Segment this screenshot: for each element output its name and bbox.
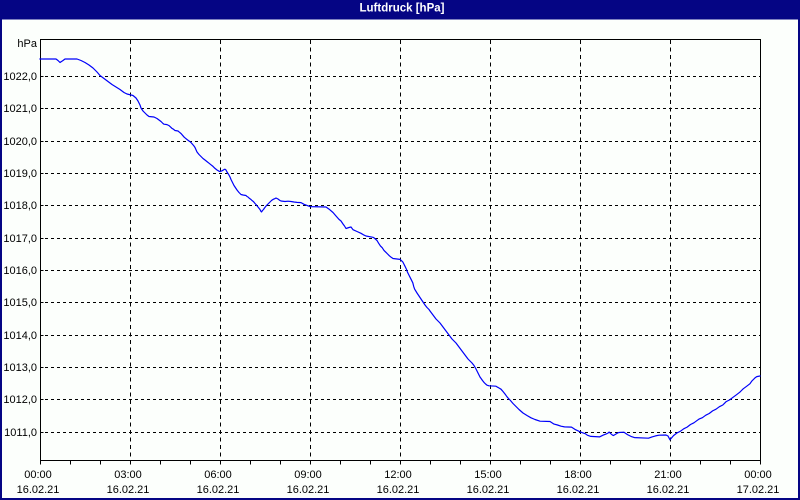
svg-text:1011,0: 1011,0 (4, 427, 37, 439)
svg-text:1018,0: 1018,0 (3, 200, 37, 212)
svg-text:16.02.21: 16.02.21 (197, 484, 240, 496)
svg-text:1015,0: 1015,0 (3, 297, 37, 309)
svg-text:16.02.21: 16.02.21 (377, 484, 420, 496)
svg-text:03:00: 03:00 (114, 469, 142, 481)
svg-text:18:00: 18:00 (564, 469, 592, 481)
svg-text:00:00: 00:00 (744, 469, 772, 481)
svg-text:hPa: hPa (17, 38, 37, 50)
svg-text:17.02.21: 17.02.21 (737, 484, 780, 496)
svg-text:00:00: 00:00 (24, 469, 52, 481)
svg-text:16.02.21: 16.02.21 (467, 484, 510, 496)
svg-text:06:00: 06:00 (204, 469, 232, 481)
svg-text:1022,0: 1022,0 (3, 71, 37, 83)
svg-text:16.02.21: 16.02.21 (287, 484, 330, 496)
svg-text:16.02.21: 16.02.21 (107, 484, 150, 496)
svg-text:16.02.21: 16.02.21 (557, 484, 600, 496)
svg-text:16.02.21: 16.02.21 (17, 484, 60, 496)
svg-text:09:00: 09:00 (294, 469, 322, 481)
svg-text:1014,0: 1014,0 (3, 330, 37, 342)
svg-text:Luftdruck [hPa]: Luftdruck [hPa] (360, 3, 445, 15)
svg-text:1020,0: 1020,0 (3, 136, 37, 148)
svg-text:1016,0: 1016,0 (3, 265, 37, 277)
svg-text:15:00: 15:00 (474, 469, 502, 481)
svg-text:1017,0: 1017,0 (3, 233, 37, 245)
svg-text:1013,0: 1013,0 (3, 362, 37, 374)
svg-text:1012,0: 1012,0 (3, 394, 37, 406)
svg-text:21:00: 21:00 (654, 469, 682, 481)
svg-text:1021,0: 1021,0 (3, 103, 37, 115)
svg-text:16.02.21: 16.02.21 (647, 484, 690, 496)
svg-text:12:00: 12:00 (384, 469, 412, 481)
svg-text:1019,0: 1019,0 (3, 168, 37, 180)
